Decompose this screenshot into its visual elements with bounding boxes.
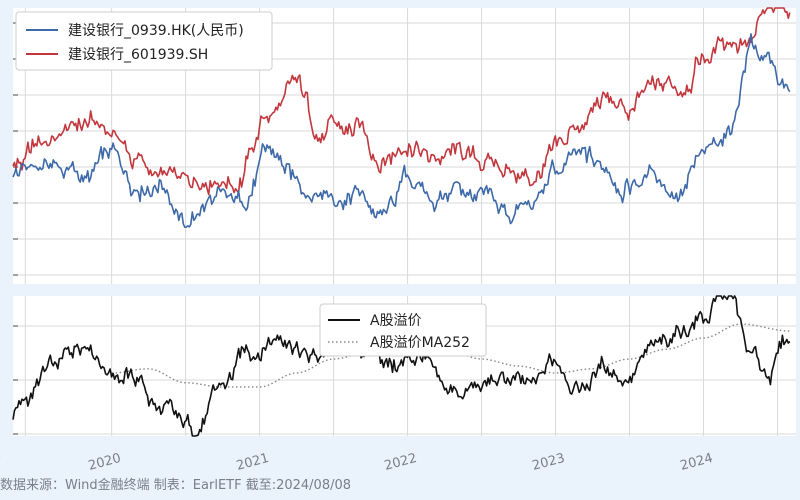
series-line--601939-sh — [12, 7, 791, 196]
premium-panel: A股溢价 A股溢价MA252 — [12, 295, 796, 437]
premium-legend: A股溢价 A股溢价MA252 — [319, 303, 487, 357]
premium-panel-series — [12, 295, 791, 437]
source-footer: 数据来源：Wind金融终端 制表：EarlETF 截至:2024/08/08 — [0, 478, 352, 493]
legend-label-hk: 建设银行_0939.HK(人民币) — [68, 23, 244, 39]
x-axis-ticks: 2020 2021 2022 2023 2024 9 — [0, 449, 715, 474]
x-tick-label: 2020 — [87, 451, 123, 474]
x-tick-label: 2023 — [531, 451, 567, 474]
price-legend-box — [15, 11, 273, 71]
price-panel: 建设银行_0939.HK(人民币) 建设银行_601939.SH — [12, 7, 796, 284]
legend-label-premium: A股溢价 — [370, 313, 422, 329]
x-tick-label: 9 — [0, 449, 3, 466]
legend-label-sh: 建设银行_601939.SH — [68, 47, 208, 63]
premium-panel-y-ticks — [13, 325, 18, 435]
series-line--0939-hk- — [12, 33, 791, 228]
x-tick-label: 2022 — [383, 451, 419, 474]
price-panel-series — [12, 7, 791, 228]
series-line-a- — [12, 295, 791, 437]
x-tick-label: 2021 — [235, 451, 271, 474]
premium-panel-grid — [13, 296, 796, 436]
premium-legend-box — [319, 303, 487, 357]
legend-label-ma252: A股溢价MA252 — [370, 335, 470, 351]
x-tick-label: 2024 — [679, 451, 715, 474]
price-legend: 建设银行_0939.HK(人民币) 建设银行_601939.SH — [15, 11, 273, 71]
